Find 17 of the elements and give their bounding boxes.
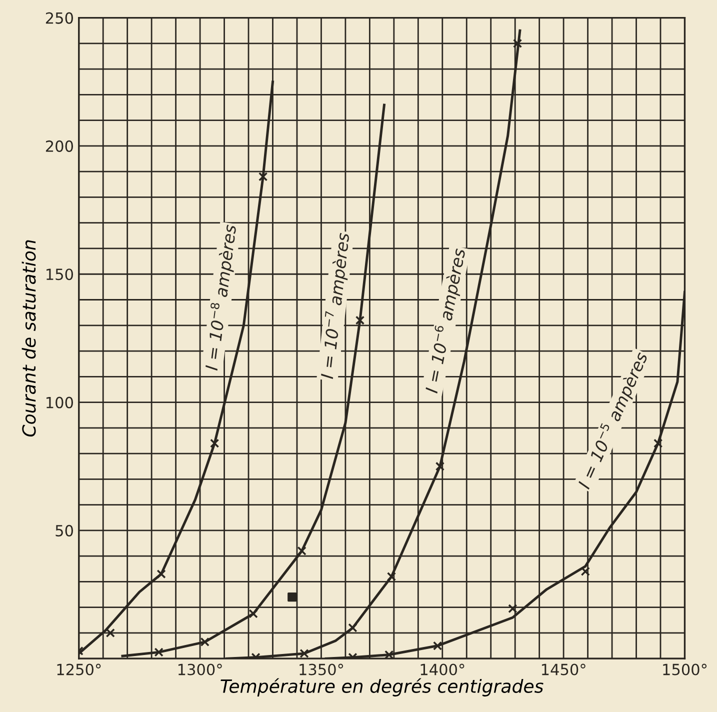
x-tick-label: 1250° xyxy=(57,664,101,676)
y-tick-label: 100 xyxy=(46,396,73,408)
y-tick-label: 150 xyxy=(46,268,73,280)
y-tick-label: 250 xyxy=(46,12,73,24)
y-tick-label: 200 xyxy=(46,140,73,152)
x-tick-label: 1400° xyxy=(420,664,464,676)
text: I = 10$^{−7}$ ampères xyxy=(318,232,353,380)
x-tick-label: 1300° xyxy=(178,664,222,676)
text: I = 10$^{−5}$ ampères xyxy=(575,350,651,492)
x-axis-title: Température en degrés centigrades xyxy=(220,678,544,696)
text: I = 10$^{−6}$ ampères xyxy=(422,247,469,394)
text: I = 10$^{−8}$ ampères xyxy=(202,224,240,372)
x-tick-label: 1450° xyxy=(542,664,586,676)
x-tick-label: 1350° xyxy=(300,664,344,676)
y-tick-label: 50 xyxy=(56,524,73,536)
y-axis-title: Courant de saturation xyxy=(22,240,36,437)
x-tick-label: 1500° xyxy=(663,664,707,676)
